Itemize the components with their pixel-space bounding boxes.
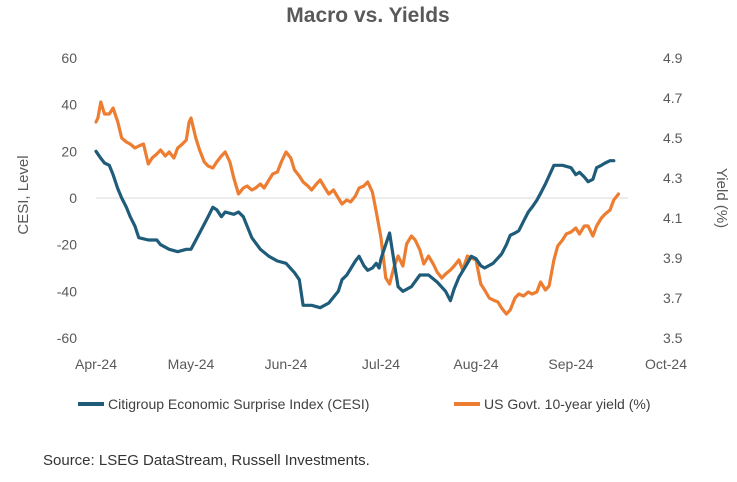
x-tick-label: Jun-24: [265, 356, 308, 372]
left-tick-label: 20: [61, 143, 77, 159]
x-axis-ticks: Apr-24 May-24 Jun-24 Jul-24 Aug-24 Sep-24 Oct-…: [75, 356, 687, 372]
right-tick-label: 3.9: [663, 250, 683, 266]
right-axis-ticks: 4.9 4.7 4.5 4.3 4.1 3.9 3.7 3.5: [663, 50, 683, 346]
x-tick-label: Oct-24: [645, 356, 687, 372]
series-layer: [94, 100, 621, 316]
left-tick-label: 0: [69, 190, 77, 206]
left-tick-label: -20: [57, 237, 77, 253]
right-tick-label: 4.9: [663, 50, 683, 66]
left-axis-ticks: 60 40 20 0 -20 -40 -60: [57, 50, 77, 346]
left-tick-label: -40: [57, 283, 77, 299]
left-axis-title: CESI, Level: [15, 155, 32, 234]
x-tick-label: Sep-24: [548, 356, 593, 372]
series-line-cesi: [94, 149, 616, 310]
x-tick-label: Jul-24: [362, 356, 400, 372]
left-tick-label: -60: [57, 330, 77, 346]
legend-label-cesi: Citigroup Economic Surprise Index (CESI): [108, 396, 369, 412]
legend-label-yield: US Govt. 10-year yield (%): [484, 396, 651, 412]
x-tick-label: Aug-24: [453, 356, 498, 372]
right-tick-label: 4.1: [663, 210, 683, 226]
right-tick-label: 3.7: [663, 290, 683, 306]
right-tick-label: 4.5: [663, 130, 683, 146]
legend: Citigroup Economic Surprise Index (CESI)…: [78, 396, 651, 412]
x-tick-label: May-24: [168, 356, 215, 372]
right-tick-label: 3.5: [663, 330, 683, 346]
right-axis-title: Yield (%): [713, 168, 730, 228]
series-line-yield: [94, 100, 621, 316]
right-tick-label: 4.7: [663, 90, 683, 106]
chart-title: Macro vs. Yields: [286, 4, 449, 27]
x-tick-label: Apr-24: [75, 356, 117, 372]
right-tick-label: 4.3: [663, 170, 683, 186]
left-tick-label: 60: [61, 50, 77, 66]
left-tick-label: 40: [61, 97, 77, 113]
source-note: Source: LSEG DataStream, Russell Investm…: [43, 452, 370, 469]
